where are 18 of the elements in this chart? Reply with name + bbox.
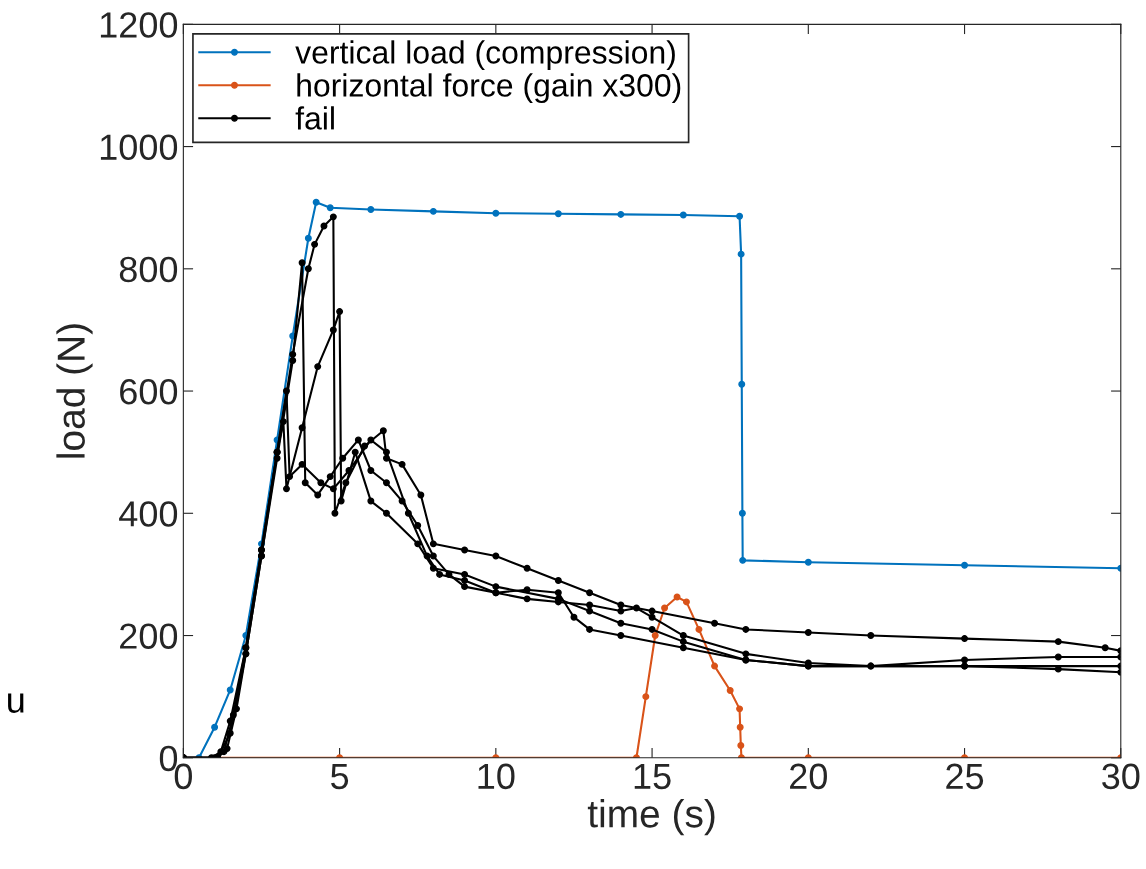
x-tick-label: 25: [946, 763, 984, 790]
legend-label: vertical load (compression): [295, 40, 675, 71]
y-tick-label: 400: [119, 501, 178, 527]
x-tick-label: 5: [331, 763, 349, 790]
y-tick-label: 200: [120, 623, 178, 649]
y-tick-label: 1000: [100, 134, 178, 161]
y-axis-title: load (N): [56, 324, 93, 458]
y-tick-label: 800: [119, 256, 178, 283]
y-tick-label: 600: [120, 378, 178, 405]
x-tick-label: 20: [790, 763, 827, 790]
x-axis-title: time (s): [587, 799, 715, 836]
x-tick-label: 10: [478, 763, 515, 790]
legend-label: horizontal force (gain x300): [297, 73, 681, 104]
text: u: [8, 693, 24, 713]
legend-label: fail: [295, 106, 334, 130]
x-tick-label: 30: [1102, 763, 1140, 790]
x-tick-label: 15: [634, 763, 671, 790]
y-tick-label: 1200: [100, 12, 178, 38]
